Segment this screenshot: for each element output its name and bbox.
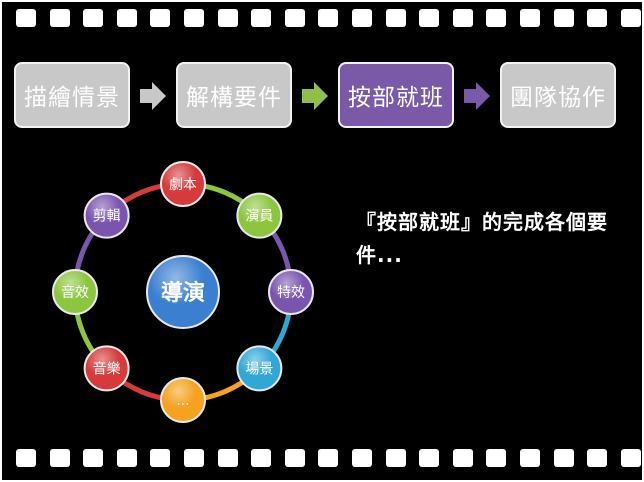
film-hole (284, 449, 305, 467)
film-hole (116, 449, 137, 467)
film-hole (352, 449, 372, 467)
film-hole (620, 9, 641, 27)
process-step-2: 解構要件 (176, 62, 292, 128)
film-hole (452, 9, 473, 27)
cycle-node-label: 劇本 (169, 177, 197, 193)
cycle-node: 特效 (268, 269, 314, 315)
cycle-node-label: 特效 (277, 285, 305, 301)
film-hole (419, 449, 440, 467)
film-hole (385, 9, 406, 27)
cycle-node-label: ... (176, 393, 189, 409)
film-hole (587, 9, 608, 27)
film-hole (251, 9, 272, 27)
cycle-node-label: 音效 (61, 284, 89, 301)
film-hole (150, 449, 171, 467)
cycle-node: 音效 (52, 269, 98, 315)
film-hole (16, 9, 36, 27)
film-hole (520, 449, 540, 467)
cycle-node-label: 音樂 (93, 360, 121, 377)
film-hole (83, 449, 104, 467)
arrow-1-icon (140, 82, 166, 110)
film-hole (587, 449, 608, 467)
arrow-3-icon (464, 82, 490, 110)
process-step-3-label: 按部就班 (348, 85, 444, 111)
cycle-node: 演員 (236, 192, 283, 239)
film-hole (49, 9, 70, 27)
cycle-node: 場景 (236, 345, 283, 392)
film-hole (620, 449, 641, 467)
film-hole (318, 449, 339, 467)
arrow-2-icon (302, 82, 328, 110)
film-hole (452, 449, 473, 467)
cycle-node: 剪輯 (83, 192, 130, 239)
film-hole (49, 449, 70, 467)
cycle-node-label: 剪輯 (93, 209, 121, 225)
cycle-node: 劇本 (160, 161, 206, 207)
film-hole (419, 9, 440, 27)
process-step-4-label: 團隊協作 (510, 85, 606, 111)
film-hole (184, 449, 204, 467)
film-hole (116, 9, 137, 27)
process-step-3: 按部就班 (338, 62, 454, 128)
film-hole (251, 449, 272, 467)
center-node: 導演 (146, 255, 220, 329)
film-hole (83, 9, 104, 27)
film-hole (486, 9, 507, 27)
process-step-4: 團隊協作 (500, 62, 616, 128)
film-hole (486, 449, 507, 467)
cycle-node-label: 場景 (245, 361, 273, 377)
film-hole (16, 449, 36, 467)
cycle-node-label: 演員 (245, 209, 273, 225)
cycle-node: 音樂 (83, 345, 130, 392)
film-hole (553, 9, 574, 27)
center-node-label: 導演 (161, 280, 205, 306)
film-hole (150, 9, 171, 27)
film-hole (520, 9, 540, 27)
process-step-1: 描繪情景 (14, 62, 130, 128)
film-hole (217, 449, 238, 467)
description-text: 『按部就班』的完成各個要件... (356, 210, 608, 267)
process-step-2-label: 解構要件 (186, 85, 282, 111)
film-hole (184, 9, 204, 27)
film-hole (553, 449, 574, 467)
film-hole (352, 9, 372, 27)
film-hole (217, 9, 238, 27)
process-step-1-label: 描繪情景 (24, 85, 120, 111)
film-hole (385, 449, 406, 467)
film-hole (318, 9, 339, 27)
cycle-node: ... (160, 377, 206, 423)
film-hole (284, 9, 305, 27)
